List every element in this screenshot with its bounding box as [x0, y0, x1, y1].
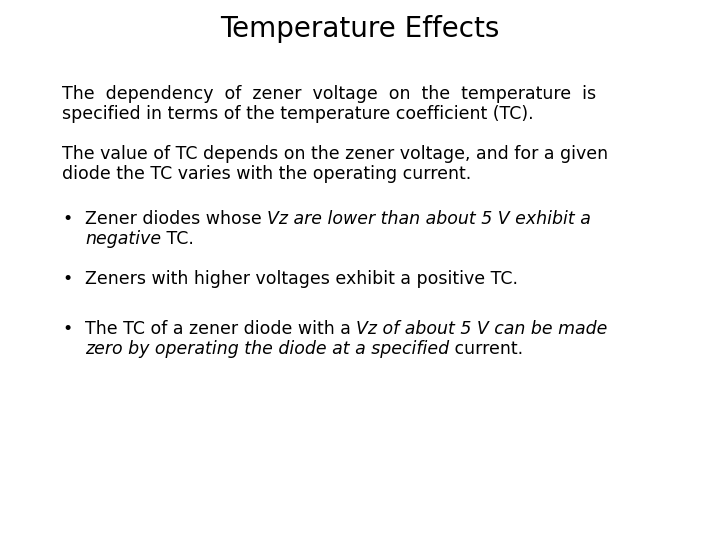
Text: zero by operating the diode at a specified: zero by operating the diode at a specifi… [85, 340, 449, 358]
Text: Zeners with higher voltages exhibit a positive TC.: Zeners with higher voltages exhibit a po… [85, 270, 518, 288]
Text: •: • [62, 210, 72, 228]
Text: Temperature Effects: Temperature Effects [220, 15, 500, 43]
Text: current.: current. [449, 340, 523, 358]
Text: Vz of about 5 V can be made: Vz of about 5 V can be made [356, 320, 608, 338]
Text: specified in terms of the temperature coefficient (TC).: specified in terms of the temperature co… [62, 105, 534, 123]
Text: Vz are lower than about 5 V exhibit a: Vz are lower than about 5 V exhibit a [267, 210, 591, 228]
Text: The value of TC depends on the zener voltage, and for a given: The value of TC depends on the zener vol… [62, 145, 608, 163]
Text: TC.: TC. [161, 230, 194, 248]
Text: The  dependency  of  zener  voltage  on  the  temperature  is: The dependency of zener voltage on the t… [62, 85, 596, 103]
Text: The TC of a zener diode with a: The TC of a zener diode with a [85, 320, 356, 338]
Text: negative: negative [85, 230, 161, 248]
Text: •: • [62, 320, 72, 338]
Text: •: • [62, 270, 72, 288]
Text: Zener diodes whose: Zener diodes whose [85, 210, 267, 228]
Text: diode the TC varies with the operating current.: diode the TC varies with the operating c… [62, 165, 472, 183]
